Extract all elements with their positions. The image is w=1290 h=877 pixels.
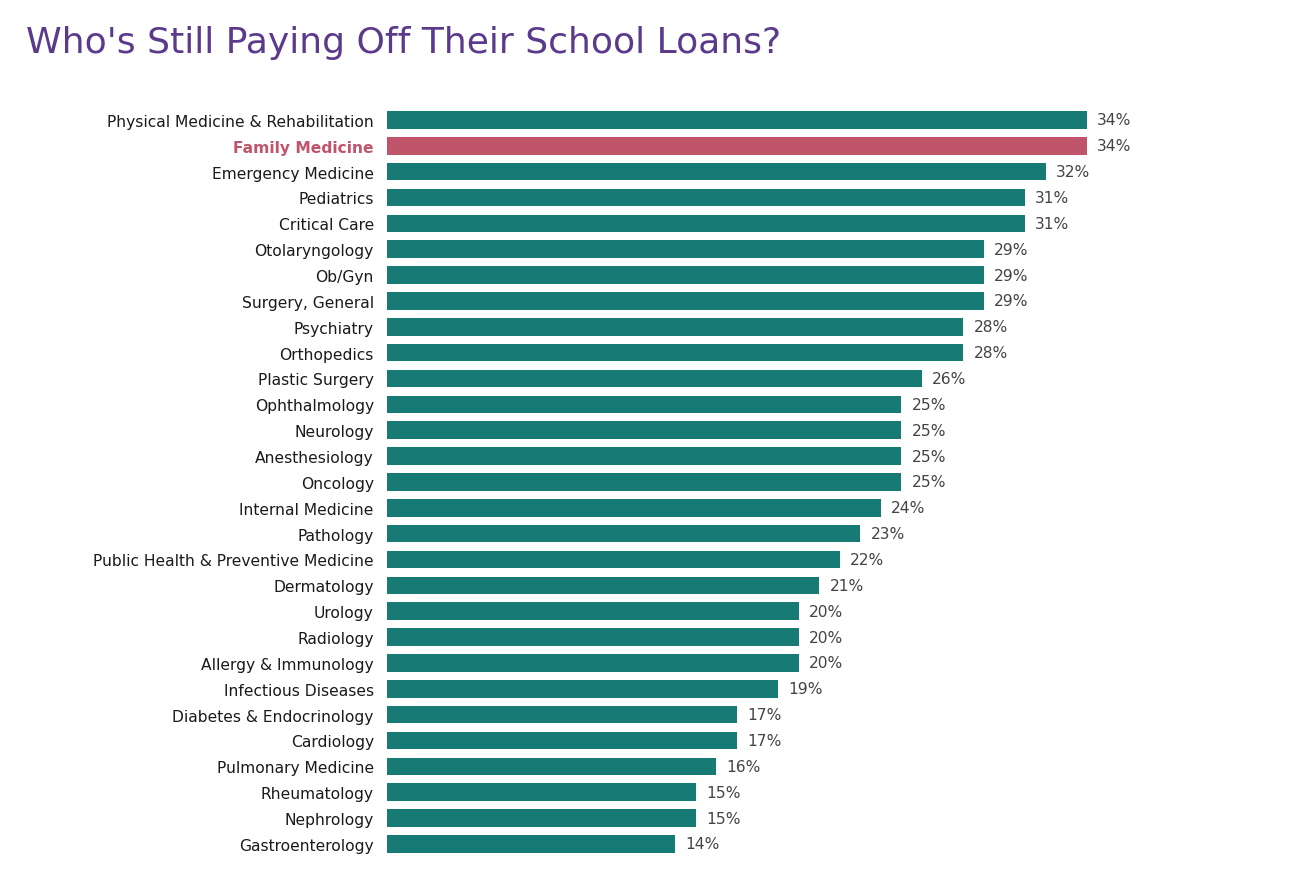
Text: 25%: 25% [912, 449, 947, 464]
Text: 34%: 34% [1096, 113, 1131, 128]
Text: 20%: 20% [809, 604, 844, 619]
Text: 28%: 28% [974, 320, 1007, 335]
Bar [387, 681, 778, 698]
Text: 32%: 32% [1055, 165, 1090, 180]
Text: 26%: 26% [933, 372, 966, 387]
Bar [387, 448, 902, 466]
Bar [387, 732, 737, 750]
Text: 31%: 31% [1035, 217, 1069, 232]
Bar [387, 396, 902, 414]
Text: 25%: 25% [912, 474, 947, 490]
Bar [387, 112, 1086, 130]
Text: 15%: 15% [706, 785, 740, 800]
Bar [387, 499, 881, 517]
Text: 24%: 24% [891, 501, 925, 516]
Bar [387, 551, 840, 568]
Text: 23%: 23% [871, 526, 904, 541]
Bar [387, 164, 1045, 182]
Text: 34%: 34% [1096, 139, 1131, 154]
Text: 14%: 14% [685, 837, 720, 852]
Bar [387, 138, 1086, 155]
Bar [387, 474, 902, 491]
Bar [387, 189, 1026, 207]
Text: 29%: 29% [995, 242, 1028, 257]
Text: 20%: 20% [809, 630, 844, 645]
Bar [387, 577, 819, 595]
Bar [387, 241, 984, 259]
Text: 20%: 20% [809, 656, 844, 671]
Bar [387, 758, 716, 775]
Text: 17%: 17% [747, 733, 782, 748]
Text: 29%: 29% [995, 294, 1028, 309]
Bar [387, 602, 799, 620]
Bar [387, 525, 860, 543]
Text: 17%: 17% [747, 708, 782, 723]
Bar [387, 422, 902, 439]
Text: 25%: 25% [912, 397, 947, 412]
Bar [387, 706, 737, 724]
Bar [387, 835, 675, 852]
Bar [387, 654, 799, 672]
Text: 25%: 25% [912, 424, 947, 438]
Text: 16%: 16% [726, 759, 761, 774]
Bar [387, 809, 695, 827]
Text: 29%: 29% [995, 268, 1028, 283]
Text: Who's Still Paying Off Their School Loans?: Who's Still Paying Off Their School Loan… [26, 26, 780, 61]
Text: 21%: 21% [829, 578, 864, 593]
Text: 31%: 31% [1035, 190, 1069, 206]
Bar [387, 370, 922, 388]
Text: 19%: 19% [788, 681, 823, 696]
Text: 22%: 22% [850, 553, 884, 567]
Bar [387, 783, 695, 801]
Bar [387, 345, 964, 362]
Bar [387, 629, 799, 646]
Bar [387, 215, 1026, 232]
Text: 28%: 28% [974, 346, 1007, 360]
Bar [387, 267, 984, 284]
Bar [387, 318, 964, 336]
Bar [387, 293, 984, 310]
Text: 15%: 15% [706, 810, 740, 825]
